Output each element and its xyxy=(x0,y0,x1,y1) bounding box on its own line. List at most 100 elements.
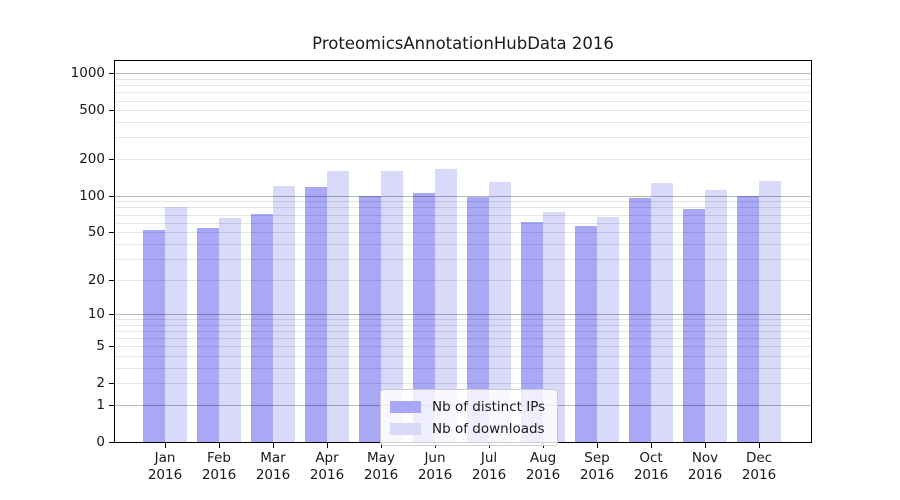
x-axis-tick xyxy=(165,443,166,448)
y-tick-label: 10 xyxy=(87,306,105,323)
x-axis-tick xyxy=(651,443,652,448)
bar-downloads xyxy=(327,170,349,442)
bar-downloads xyxy=(705,190,727,442)
chart-title: ProteomicsAnnotationHubData 2016 xyxy=(312,34,614,53)
x-tick-label: Jan 2016 xyxy=(133,450,197,483)
bar-distinct-ips xyxy=(305,186,327,442)
y-tick-label: 100 xyxy=(79,187,105,204)
gridline-major xyxy=(115,314,811,316)
legend-label: Nb of distinct IPs xyxy=(432,398,546,415)
x-tick-month: Dec xyxy=(745,450,773,466)
y-tick-label: 200 xyxy=(79,150,105,167)
x-axis-tick xyxy=(273,443,274,448)
x-tick-label: Aug 2016 xyxy=(511,450,575,483)
y-axis-tick xyxy=(109,314,114,316)
x-tick-month: Sep xyxy=(584,450,610,466)
bar-distinct-ips xyxy=(359,195,381,442)
x-tick-year: 2016 xyxy=(255,466,291,483)
bar-downloads xyxy=(219,218,241,442)
x-tick-year: 2016 xyxy=(741,466,777,483)
x-tick-year: 2016 xyxy=(579,466,615,483)
y-axis-tick xyxy=(109,279,114,281)
bar-downloads xyxy=(759,181,781,442)
x-axis-tick xyxy=(219,443,220,448)
x-axis-tick xyxy=(597,443,598,448)
gridline-minor xyxy=(115,78,811,80)
y-tick-label: 500 xyxy=(79,102,105,119)
x-tick-year: 2016 xyxy=(363,466,399,483)
bar-distinct-ips xyxy=(143,230,165,442)
legend-row: Nb of distinct IPs xyxy=(390,397,545,416)
x-tick-month: Aug xyxy=(529,450,557,466)
gridline-minor xyxy=(115,319,811,321)
x-tick-label: Jun 2016 xyxy=(403,450,467,483)
x-tick-label: May 2016 xyxy=(349,450,413,483)
x-tick-year: 2016 xyxy=(471,466,507,483)
y-axis-tick xyxy=(109,73,114,75)
legend-swatch-icon xyxy=(390,422,421,435)
x-tick-label: Feb 2016 xyxy=(187,450,251,483)
gridline-minor xyxy=(115,100,811,102)
bar-distinct-ips xyxy=(521,221,543,442)
bar-distinct-ips xyxy=(629,198,651,442)
y-tick-label: 5 xyxy=(96,338,105,355)
x-tick-label: Jul 2016 xyxy=(457,450,521,483)
y-axis-tick xyxy=(109,232,114,234)
x-tick-month: Nov xyxy=(691,450,719,466)
gridline-minor xyxy=(115,137,811,139)
gridline-minor xyxy=(115,331,811,333)
x-tick-year: 2016 xyxy=(687,466,723,483)
x-tick-label: Apr 2016 xyxy=(295,450,359,483)
x-tick-month: Feb xyxy=(207,450,231,466)
gridline-minor xyxy=(115,338,811,340)
gridline-major xyxy=(115,73,811,75)
x-tick-label: Sep 2016 xyxy=(565,450,629,483)
legend: Nb of distinct IPs Nb of downloads xyxy=(380,389,559,446)
bar-distinct-ips xyxy=(683,208,705,442)
gridline-major xyxy=(115,195,811,197)
x-tick-label: Mar 2016 xyxy=(241,450,305,483)
gridline-minor xyxy=(115,356,811,358)
y-axis-tick xyxy=(109,442,114,443)
gridline-minor xyxy=(115,122,811,124)
x-tick-month: Oct xyxy=(639,450,663,466)
legend-swatch-icon xyxy=(390,400,421,413)
bar-distinct-ips xyxy=(413,193,435,442)
x-axis-tick xyxy=(705,443,706,448)
x-tick-month: Jul xyxy=(480,450,498,466)
y-axis-tick xyxy=(109,110,114,112)
gridline-minor xyxy=(115,232,811,234)
y-axis-tick xyxy=(109,346,114,348)
gridline-minor xyxy=(115,207,811,209)
legend-label: Nb of downloads xyxy=(432,420,545,437)
gridline-minor xyxy=(115,85,811,87)
x-tick-year: 2016 xyxy=(633,466,669,483)
y-axis-tick xyxy=(109,195,114,197)
y-axis-tick xyxy=(109,158,114,160)
y-tick-label: 2 xyxy=(96,375,105,392)
x-tick-month: May xyxy=(367,450,395,466)
x-tick-month: Jun xyxy=(424,450,446,466)
bar-downloads xyxy=(651,182,673,442)
bar-downloads xyxy=(597,216,619,442)
gridline-minor xyxy=(115,158,811,160)
x-tick-month: Mar xyxy=(260,450,286,466)
x-tick-year: 2016 xyxy=(417,466,453,483)
plot-area: Nb of distinct IPs Nb of downloads xyxy=(114,60,812,446)
gridline-minor xyxy=(115,383,811,385)
gridline-minor xyxy=(115,110,811,112)
y-tick-label: 20 xyxy=(87,271,105,288)
y-tick-label: 50 xyxy=(87,224,105,241)
gridline-minor xyxy=(115,279,811,281)
bar-distinct-ips xyxy=(251,213,273,442)
bar-distinct-ips xyxy=(575,226,597,442)
bar-distinct-ips xyxy=(737,195,759,442)
bar-distinct-ips xyxy=(467,197,489,442)
gridline-minor xyxy=(115,346,811,348)
x-tick-year: 2016 xyxy=(309,466,345,483)
x-tick-label: Oct 2016 xyxy=(619,450,683,483)
x-tick-label: Dec 2016 xyxy=(727,450,791,483)
gridline-minor xyxy=(115,368,811,370)
bar-downloads xyxy=(273,185,295,442)
bar-distinct-ips xyxy=(197,228,219,442)
